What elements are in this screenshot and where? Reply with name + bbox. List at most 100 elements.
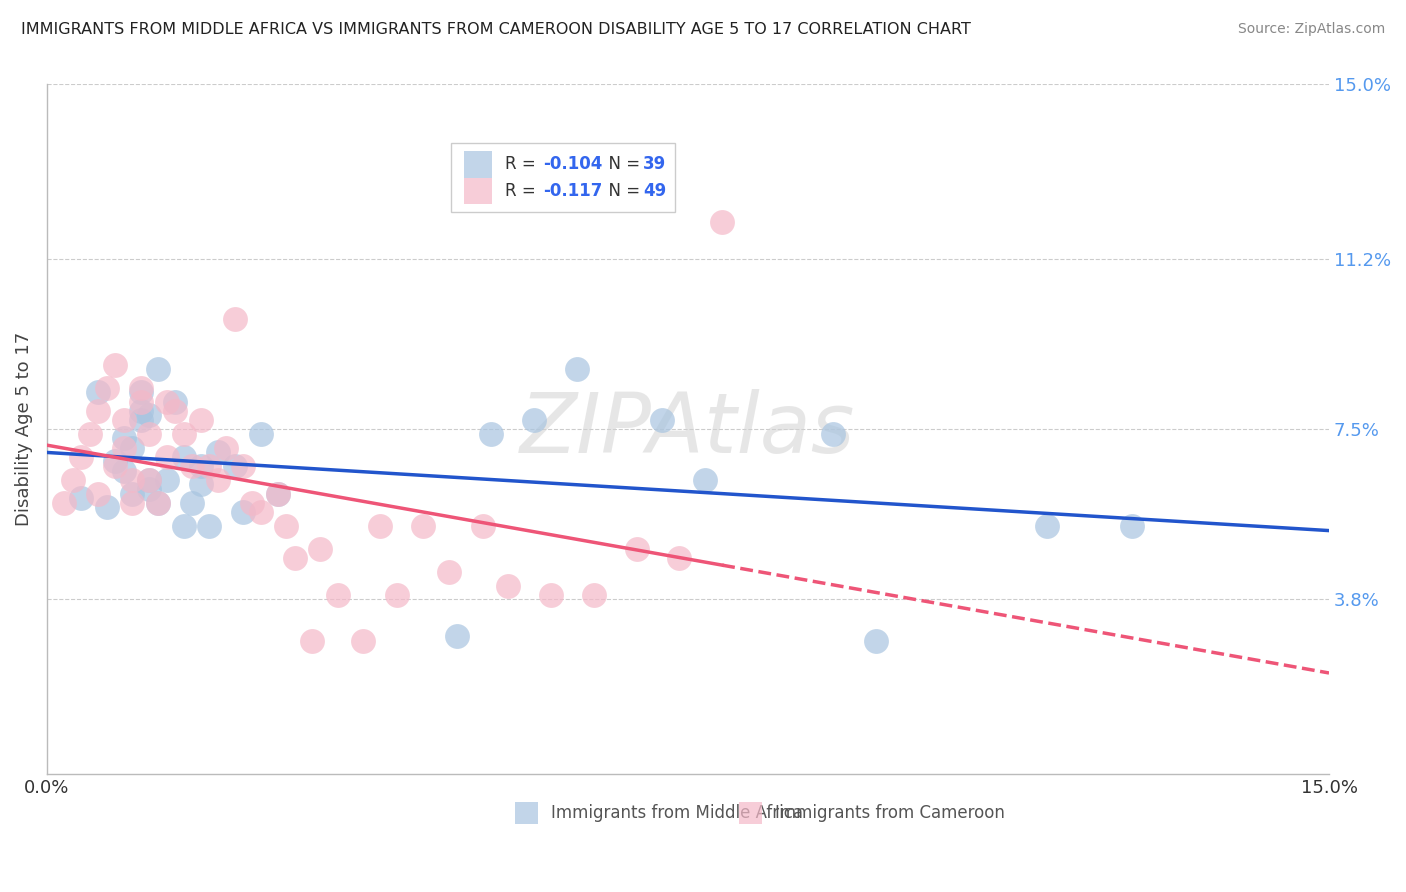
Point: [215, 441, 238, 455]
FancyBboxPatch shape: [740, 802, 762, 823]
Text: ZIPAtlas: ZIPAtlas: [520, 389, 856, 470]
Point: [112, 413, 135, 427]
Point: [138, 473, 160, 487]
Point: [181, 458, 204, 473]
Point: [70, 450, 93, 464]
Point: [266, 486, 288, 500]
Point: [87, 385, 110, 400]
Point: [523, 413, 546, 427]
Point: [232, 505, 254, 519]
Point: [121, 496, 143, 510]
Point: [173, 450, 195, 464]
Point: [207, 473, 229, 487]
Point: [70, 491, 93, 506]
Point: [155, 450, 177, 464]
Text: Immigrants from Middle Africa: Immigrants from Middle Africa: [551, 804, 803, 822]
Text: N =: N =: [598, 182, 645, 200]
Point: [224, 312, 246, 326]
FancyBboxPatch shape: [464, 152, 492, 178]
Point: [112, 432, 135, 446]
Point: [198, 518, 221, 533]
Text: R =: R =: [505, 155, 541, 173]
Point: [471, 518, 494, 533]
FancyBboxPatch shape: [464, 178, 492, 203]
Text: R =: R =: [505, 182, 541, 200]
Text: -0.104: -0.104: [543, 155, 602, 173]
Point: [240, 496, 263, 510]
Point: [284, 551, 307, 566]
Point: [104, 454, 127, 468]
Point: [352, 633, 374, 648]
Point: [266, 486, 288, 500]
Y-axis label: Disability Age 5 to 17: Disability Age 5 to 17: [15, 332, 32, 526]
Point: [146, 496, 169, 510]
Point: [181, 496, 204, 510]
Point: [865, 633, 887, 648]
Point: [276, 518, 298, 533]
Point: [1036, 518, 1059, 533]
Point: [155, 394, 177, 409]
Point: [53, 496, 76, 510]
Point: [121, 441, 143, 455]
Point: [232, 458, 254, 473]
Point: [138, 426, 160, 441]
Point: [711, 215, 734, 229]
Point: [129, 394, 152, 409]
Point: [540, 588, 562, 602]
Point: [104, 358, 127, 372]
Point: [498, 578, 520, 592]
Point: [412, 518, 434, 533]
Point: [198, 458, 221, 473]
Point: [96, 381, 118, 395]
Point: [165, 394, 187, 409]
Point: [224, 458, 246, 473]
Point: [165, 404, 187, 418]
Point: [112, 464, 135, 478]
Point: [87, 404, 110, 418]
Text: 39: 39: [643, 155, 666, 173]
Point: [309, 541, 332, 556]
Point: [693, 473, 716, 487]
Point: [190, 458, 212, 473]
Point: [582, 588, 605, 602]
Point: [207, 445, 229, 459]
Text: N =: N =: [598, 155, 645, 173]
Point: [62, 473, 84, 487]
Point: [138, 409, 160, 423]
Text: IMMIGRANTS FROM MIDDLE AFRICA VS IMMIGRANTS FROM CAMEROON DISABILITY AGE 5 TO 17: IMMIGRANTS FROM MIDDLE AFRICA VS IMMIGRA…: [21, 22, 972, 37]
Point: [565, 362, 588, 376]
Point: [326, 588, 349, 602]
Point: [446, 629, 468, 643]
Point: [138, 473, 160, 487]
Point: [121, 473, 143, 487]
Text: Immigrants from Cameroon: Immigrants from Cameroon: [775, 804, 1005, 822]
Point: [301, 633, 323, 648]
Point: [155, 473, 177, 487]
Point: [129, 385, 152, 400]
Text: Source: ZipAtlas.com: Source: ZipAtlas.com: [1237, 22, 1385, 37]
Point: [190, 477, 212, 491]
Point: [249, 426, 271, 441]
Point: [146, 362, 169, 376]
Point: [138, 482, 160, 496]
Point: [626, 541, 648, 556]
Point: [651, 413, 673, 427]
FancyBboxPatch shape: [515, 802, 538, 823]
Point: [112, 441, 135, 455]
Point: [437, 565, 460, 579]
Point: [129, 381, 152, 395]
Point: [79, 426, 101, 441]
Point: [190, 413, 212, 427]
Point: [104, 458, 127, 473]
Point: [87, 486, 110, 500]
Point: [121, 486, 143, 500]
Point: [249, 505, 271, 519]
Point: [668, 551, 690, 566]
Point: [173, 518, 195, 533]
Point: [387, 588, 409, 602]
Point: [173, 426, 195, 441]
FancyBboxPatch shape: [451, 143, 675, 212]
Point: [479, 426, 502, 441]
Text: -0.117: -0.117: [543, 182, 602, 200]
Point: [823, 426, 845, 441]
